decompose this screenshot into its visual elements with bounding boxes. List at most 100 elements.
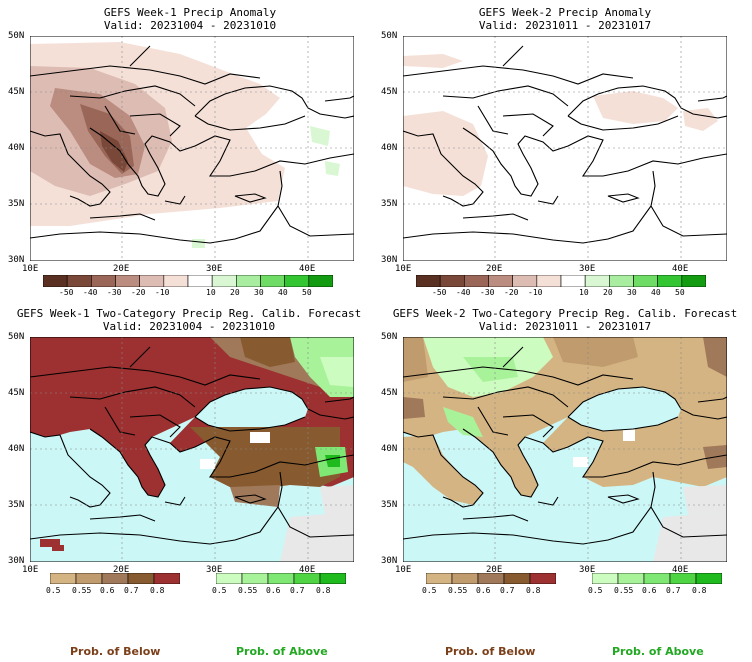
below2-label: 0.7 xyxy=(500,586,515,595)
colorbar-swatch xyxy=(216,573,243,584)
cb1-label: 10 xyxy=(206,288,216,297)
p3-lon-40: 40E xyxy=(299,565,316,575)
cb2-label: -20 xyxy=(504,288,519,297)
cb1-label: -30 xyxy=(107,288,122,297)
colorbar-swatch xyxy=(416,275,441,287)
colorbar-swatch xyxy=(464,275,489,287)
panel4-coastlines xyxy=(403,346,727,545)
panel1-map xyxy=(30,36,354,261)
below1-label: 0.6 xyxy=(100,586,115,595)
cb1-label: -10 xyxy=(155,288,170,297)
colorbar-swatch xyxy=(657,275,683,287)
colorbar-swatch xyxy=(115,275,140,287)
cb1-label: -50 xyxy=(59,288,74,297)
colorbar-swatch xyxy=(293,573,321,584)
panel4-map xyxy=(403,337,727,562)
cb2-label: -30 xyxy=(480,288,495,297)
below-colorbar-1-labels: 0.5 0.55 0.6 0.7 0.8 xyxy=(46,586,186,596)
below-colorbar-2 xyxy=(426,573,556,584)
p3-lat-50: 50N xyxy=(8,332,25,342)
prob-above-label-2: Prob. of Above xyxy=(612,645,704,658)
colorbar-swatch xyxy=(536,275,562,287)
colorbar-swatch xyxy=(681,275,706,287)
p1-lon-20: 20E xyxy=(113,264,130,274)
below2-label: 0.5 xyxy=(422,586,437,595)
p4-lat-30: 30N xyxy=(381,556,398,566)
panel2-title: GEFS Week-2 Precip Anomaly xyxy=(478,6,652,19)
p4-lat-45: 45N xyxy=(381,388,398,398)
prob-below-label-2: Prob. of Below xyxy=(445,645,536,658)
p1-lon-30: 30E xyxy=(206,264,223,274)
cb1-label: -20 xyxy=(131,288,146,297)
colorbar-swatch xyxy=(153,573,180,584)
above-colorbar-1-labels: 0.5 0.55 0.6 0.7 0.8 xyxy=(212,586,352,596)
colorbar-swatch xyxy=(560,275,586,287)
p2-lon-30: 30E xyxy=(579,264,596,274)
above2-label: 0.5 xyxy=(588,586,603,595)
cb2-label: -10 xyxy=(528,288,543,297)
colorbar-swatch xyxy=(512,275,538,287)
panel4-valid: Valid: 20231011 - 20231017 xyxy=(478,320,652,333)
colorbar-swatch xyxy=(211,275,237,287)
colorbar-swatch xyxy=(267,573,295,584)
below-colorbar-2-labels: 0.5 0.55 0.6 0.7 0.8 xyxy=(422,586,562,596)
below1-label: 0.8 xyxy=(150,586,165,595)
below1-label: 0.5 xyxy=(46,586,61,595)
colorbar-swatch xyxy=(284,275,310,287)
panel2-valid: Valid: 20231011 - 20231017 xyxy=(478,19,652,32)
p3-lat-35: 35N xyxy=(8,500,25,510)
p4-lon-20: 20E xyxy=(486,565,503,575)
colorbar-swatch xyxy=(584,275,610,287)
p2-lon-10: 10E xyxy=(395,264,412,274)
panel3-valid: Valid: 20231004 - 20231010 xyxy=(102,320,276,333)
prob-below-label-1: Prob. of Below xyxy=(70,645,161,658)
colorbar-swatch xyxy=(643,573,671,584)
colorbar-swatch xyxy=(187,275,213,287)
above1-label: 0.55 xyxy=(238,586,258,595)
colorbar-swatch xyxy=(617,573,645,584)
panel2-map xyxy=(403,36,727,261)
below2-label: 0.6 xyxy=(476,586,491,595)
p2-lon-20: 20E xyxy=(486,264,503,274)
panel3-coastlines xyxy=(30,346,354,545)
above1-label: 0.7 xyxy=(290,586,305,595)
colorbar-swatch xyxy=(101,573,129,584)
p2-lat-50: 50N xyxy=(381,31,398,41)
cb2-label: 50 xyxy=(675,288,685,297)
anomaly-colorbar-1 xyxy=(43,275,333,287)
p1-lat-35: 35N xyxy=(8,199,25,209)
colorbar-swatch xyxy=(50,573,77,584)
panel1-coastlines xyxy=(30,45,354,244)
panel3-title: GEFS Week-1 Two-Category Precip Reg. Cal… xyxy=(16,307,362,320)
cb2-label: 10 xyxy=(579,288,589,297)
p1-lon-10: 10E xyxy=(22,264,39,274)
p4-lat-35: 35N xyxy=(381,500,398,510)
colorbar-swatch xyxy=(163,275,189,287)
prob-above-label-1: Prob. of Above xyxy=(236,645,328,658)
p3-lon-10: 10E xyxy=(22,565,39,575)
below2-label: 0.55 xyxy=(448,586,468,595)
colorbar-swatch xyxy=(127,573,155,584)
colorbar-swatch xyxy=(477,573,505,584)
cb1-label: 50 xyxy=(302,288,312,297)
above2-label: 0.55 xyxy=(614,586,634,595)
p1-lat-50: 50N xyxy=(8,31,25,41)
above1-label: 0.8 xyxy=(316,586,331,595)
colorbar-swatch xyxy=(139,275,165,287)
cb1-label: -40 xyxy=(83,288,98,297)
colorbar-swatch xyxy=(633,275,658,287)
panel1-title: GEFS Week-1 Precip Anomaly xyxy=(103,6,277,19)
below1-label: 0.55 xyxy=(72,586,92,595)
colorbar-swatch xyxy=(439,275,465,287)
colorbar-swatch xyxy=(529,573,556,584)
p4-lon-40: 40E xyxy=(672,565,689,575)
cb2-label: 30 xyxy=(627,288,637,297)
panel1-valid: Valid: 20231004 - 20231010 xyxy=(103,19,277,32)
p3-lon-30: 30E xyxy=(206,565,223,575)
anomaly-colorbar-1-labels: -50 -40 -30 -20 -10 10 20 30 40 50 xyxy=(43,288,333,298)
p4-lat-50: 50N xyxy=(381,332,398,342)
p1-lat-40: 40N xyxy=(8,143,25,153)
colorbar-swatch xyxy=(488,275,513,287)
p2-lat-30: 30N xyxy=(381,255,398,265)
p4-lat-40: 40N xyxy=(381,444,398,454)
